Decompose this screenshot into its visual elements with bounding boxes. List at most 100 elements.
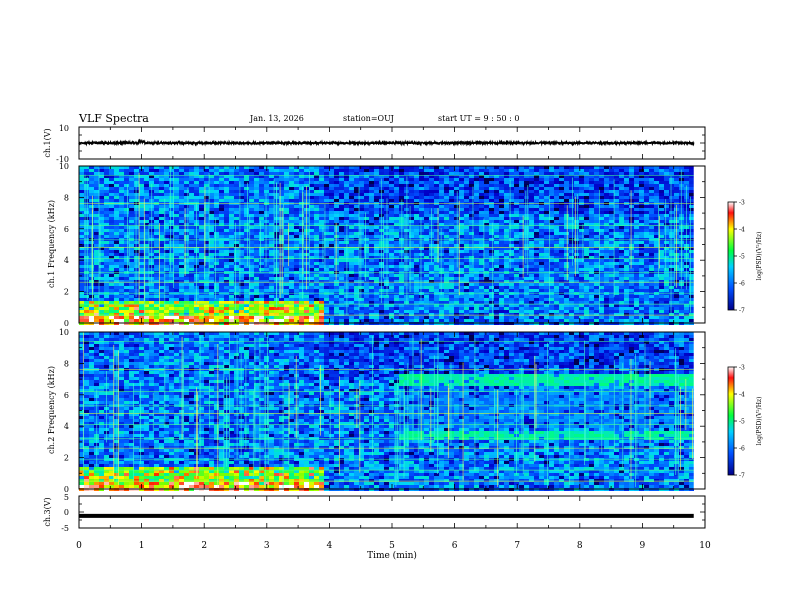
spectrogram-cell <box>359 307 364 310</box>
spectrogram-cell <box>524 226 529 229</box>
spectrogram-cell <box>354 274 359 277</box>
spectrogram-cell <box>364 319 369 322</box>
spectrogram-cell <box>209 262 214 265</box>
spectrogram-cell <box>134 256 139 259</box>
spectrogram-cell <box>404 217 409 220</box>
spectrogram-cell <box>239 178 244 181</box>
spectrogram-cell <box>269 205 274 208</box>
spectrogram-cell <box>384 220 389 223</box>
spectrogram-cell <box>404 307 409 310</box>
spectrogram-cell <box>339 178 344 181</box>
spectrogram-cell <box>524 274 529 277</box>
spectrogram-cell <box>144 199 149 202</box>
spectrogram-cell <box>79 199 84 202</box>
spectrogram-cell <box>264 214 269 217</box>
spectrogram-cell <box>364 235 369 238</box>
spectrogram-cell <box>229 298 234 301</box>
spectrogram-cell <box>204 187 209 190</box>
spectrogram-cell <box>484 184 489 187</box>
spectrogram-cell <box>154 193 159 196</box>
spectrogram-cell <box>344 205 349 208</box>
spectrogram-cell <box>399 184 404 187</box>
spectrogram-cell <box>174 214 179 217</box>
spectrogram-cell <box>519 187 524 190</box>
spectrogram-cell <box>479 190 484 193</box>
spectrogram-cell <box>539 208 544 211</box>
spectrogram-cell <box>449 190 454 193</box>
spectrogram-cell <box>514 205 519 208</box>
spectrogram-cell <box>364 196 369 199</box>
spectrogram-cell <box>164 280 169 283</box>
spectrogram-cell <box>244 283 249 286</box>
spectrogram-cell <box>364 214 369 217</box>
spectrogram-cell <box>379 175 384 178</box>
spectrogram-cell <box>199 211 204 214</box>
spectrogram-cell <box>424 268 429 271</box>
spectrogram-cell <box>509 229 514 232</box>
spectrogram-cell <box>279 259 284 262</box>
spectrogram-cell <box>494 253 499 256</box>
spectrogram-cell <box>504 211 509 214</box>
spectrogram-cell <box>169 226 174 229</box>
spectrogram-cell <box>484 298 489 301</box>
spectrogram-cell <box>414 265 419 268</box>
spectrogram-cell <box>259 193 264 196</box>
spectrogram-cell <box>294 166 299 169</box>
spectrogram-cell <box>244 181 249 184</box>
spectrogram-cell <box>209 205 214 208</box>
spectrogram-cell <box>309 169 314 172</box>
spectrogram-cell <box>364 250 369 253</box>
spectrogram-cell <box>519 208 524 211</box>
spectrogram-cell <box>244 241 249 244</box>
spectrogram-cell <box>389 259 394 262</box>
spectrogram-cell <box>104 214 109 217</box>
spectrogram-cell <box>84 283 89 286</box>
spectrogram-cell <box>294 307 299 310</box>
spectrogram-cell <box>199 265 204 268</box>
spectrogram-cell <box>364 172 369 175</box>
spectrogram-cell <box>239 244 244 247</box>
spectrogram-cell <box>344 316 349 319</box>
spectrogram-cell <box>494 208 499 211</box>
spectrogram-cell <box>454 259 459 262</box>
spectrogram-cell <box>519 304 524 307</box>
spectrogram-cell <box>114 214 119 217</box>
spectrogram-cell <box>169 190 174 193</box>
spectrogram-cell <box>224 211 229 214</box>
spectrogram-cell <box>519 181 524 184</box>
spectrogram-cell <box>264 289 269 292</box>
spectrogram-cell <box>354 205 359 208</box>
spectrogram-cell <box>119 253 124 256</box>
spectrogram-cell <box>164 301 169 304</box>
spectrogram-cell <box>114 265 119 268</box>
spectrogram-cell <box>324 205 329 208</box>
spectrogram-cell <box>504 169 509 172</box>
spectrogram-cell <box>239 265 244 268</box>
spectrogram-cell <box>384 313 389 316</box>
spectrogram-cell <box>369 214 374 217</box>
spectrogram-cell <box>409 235 414 238</box>
spectrogram-cell <box>484 265 489 268</box>
spectrogram-cell <box>389 175 394 178</box>
spectrogram-cell <box>139 280 144 283</box>
spectrogram-cell <box>534 304 539 307</box>
spectrogram-cell <box>529 241 534 244</box>
spectrogram-cell <box>279 223 284 226</box>
spectrogram-cell <box>464 172 469 175</box>
spectrogram-cell <box>409 280 414 283</box>
spectrogram-cell <box>219 310 224 313</box>
spectrogram-cell <box>444 181 449 184</box>
spectrogram-cell <box>539 187 544 190</box>
spectrogram-cell <box>534 250 539 253</box>
spectrogram-cell <box>134 310 139 313</box>
spectrogram-cell <box>329 178 334 181</box>
spectrogram-cell <box>179 229 184 232</box>
spectrogram-cell <box>214 172 219 175</box>
spectrogram-cell <box>514 247 519 250</box>
spectrogram-cell <box>289 199 294 202</box>
spectrogram-cell <box>184 217 189 220</box>
spectrogram-cell <box>394 265 399 268</box>
spectrogram-cell <box>94 184 99 187</box>
spectrogram-cell <box>164 226 169 229</box>
spectrogram-cell <box>484 190 489 193</box>
